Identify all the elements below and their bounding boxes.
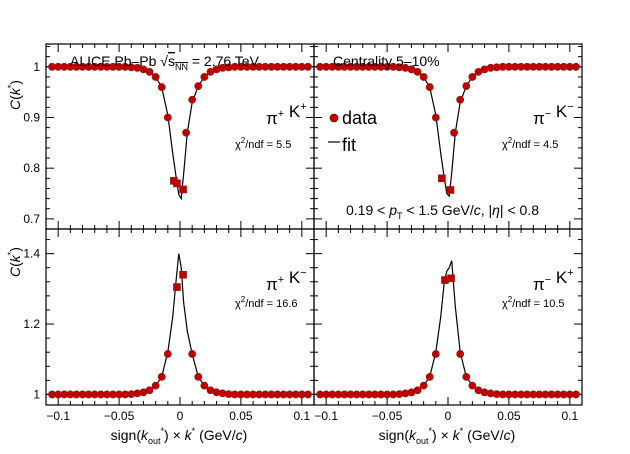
data-point [425, 83, 434, 91]
data-point [157, 372, 166, 381]
data-point [456, 350, 465, 358]
y-tick-label: 0.8 [23, 161, 40, 175]
data-point [179, 270, 187, 279]
data-point [468, 381, 477, 390]
panel-bottom-right: −0.1 −0.05 0 0.05 0.1 π− K+χ2/ndf = 10.5 [313, 228, 583, 423]
legend-data-marker [329, 113, 339, 123]
data-point [179, 185, 187, 194]
y-tick-label: 0.7 [23, 212, 40, 226]
data-point [173, 283, 181, 291]
data-point [194, 372, 203, 381]
chi2-label: χ2/ndf = 4.5 [502, 136, 558, 151]
data-point [462, 372, 471, 381]
y-axis-title-bottom: C(k*) [6, 247, 23, 277]
data-point [468, 73, 477, 81]
data-point [188, 95, 197, 104]
data-point [419, 381, 428, 390]
data-point [188, 350, 197, 358]
fit-curve [45, 66, 315, 201]
data-point [163, 113, 172, 122]
panel-top-left: 0.7 0.8 0.9 1 π+ K+ χ2/ndf = 5.5 [23, 43, 315, 230]
data-point [447, 274, 455, 283]
fit-curve [313, 66, 583, 198]
data-point [413, 386, 422, 395]
data-point [446, 186, 455, 194]
pair-label: π+ K+ [266, 101, 307, 128]
pair-label: π+ K− [266, 267, 307, 294]
chi2-label: χ2/ndf = 5.5 [235, 136, 291, 151]
panel-frame [45, 228, 315, 406]
data-point [431, 350, 440, 358]
panel-frame [313, 228, 583, 406]
data-point [200, 73, 209, 81]
data-point [450, 128, 458, 137]
data-point [431, 113, 440, 122]
chi2-label: χ2/ndf = 16.6 [235, 295, 298, 310]
y-axis-title-top: C(k*) [6, 80, 23, 110]
data-point [151, 381, 160, 390]
chi2-label: χ2/ndf = 10.5 [502, 295, 565, 310]
legend: data fit [328, 108, 378, 155]
x-tick-label: 0.1 [293, 409, 310, 423]
centrality-label: Centrality 5–10% [333, 53, 440, 69]
data-point [157, 83, 166, 91]
data-point [151, 73, 160, 81]
data-point [438, 174, 446, 183]
x-axis-title-left: sign(kout*) × k* (GeV/c) [111, 426, 248, 446]
legend-fit-label: fit [342, 135, 356, 155]
panel-top-right: π− K− χ2/ndf = 4.5 [313, 43, 583, 230]
y-tick-label: 1.2 [23, 317, 40, 331]
data-point [173, 179, 181, 188]
x-axis-title-right: sign(kout*) × k* (GeV/c) [379, 426, 516, 446]
panels-group: 0.7 0.8 0.9 1 π+ K+ χ2/ndf = 5.5 π− K− χ2/ndf =… [23, 43, 583, 423]
data-point [456, 95, 465, 104]
data-point [304, 62, 312, 71]
data-point [163, 350, 172, 358]
data-point [145, 386, 154, 395]
x-tick-label: 0 [445, 409, 452, 423]
x-tick-label: 0.05 [497, 409, 521, 423]
legend-data-label: data [342, 108, 378, 128]
y-tick-label: 0.9 [23, 110, 40, 124]
y-tick-label: 1 [33, 387, 40, 401]
data-point [462, 82, 471, 90]
pair-label: π− K− [533, 101, 574, 128]
data-point [413, 67, 422, 76]
y-tick-label: 1 [33, 60, 40, 74]
data-point [194, 82, 203, 90]
data-point [572, 62, 580, 71]
x-tick-label: 0.05 [229, 409, 253, 423]
x-tick-label: −0.1 [46, 409, 70, 423]
data-point [419, 73, 428, 81]
data-point [182, 128, 190, 137]
data-point [425, 372, 434, 381]
x-tick-label: 0.1 [561, 409, 578, 423]
x-tick-label: 0 [177, 409, 184, 423]
kinematics-label: 0.19 < pT < 1.5 GeV/c, |η| < 0.8 [346, 202, 539, 221]
x-tick-label: −0.05 [372, 409, 403, 423]
x-tick-label: −0.1 [314, 409, 338, 423]
x-tick-label: −0.05 [104, 409, 135, 423]
panel-bottom-left: −0.1 −0.05 0 0.05 0.1 1 1.2 1.4 π+ K−χ2/ndf = 16… [23, 228, 315, 423]
collab-label: ALICE Pb–Pb √sNN = 2.76 TeV [70, 53, 260, 72]
data-point [572, 390, 580, 399]
data-point [304, 390, 312, 399]
data-point [145, 67, 154, 76]
data-point [200, 381, 209, 390]
y-tick-label: 1.4 [23, 247, 40, 261]
pair-label: π− K+ [533, 267, 574, 294]
